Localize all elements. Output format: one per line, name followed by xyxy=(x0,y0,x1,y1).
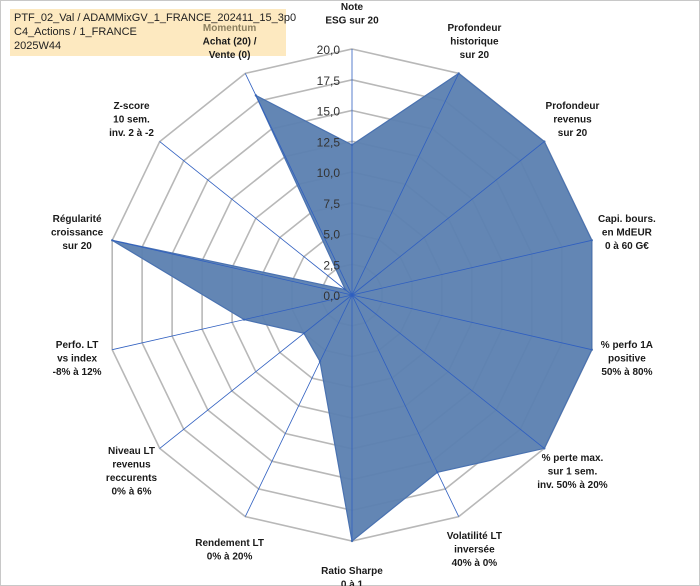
axis-label-line: Profondeur xyxy=(546,101,600,112)
tick-label: 2,5 xyxy=(323,258,340,272)
axis-label-group: % perte max. sur 1 sem. inv. 50% à 20% xyxy=(537,453,608,491)
axis-label-group: Perfo. LT vs index -8% à 12% xyxy=(53,340,102,378)
axis-label-group: Capi. bours. en MdEUR 0 à 60 G€ xyxy=(598,214,656,252)
axis-spoke xyxy=(351,294,592,351)
axis-label-line: sur 1 sem. xyxy=(548,466,598,477)
tick-label: 20,0 xyxy=(317,43,341,57)
axis-label-line: inv. 50% à 20% xyxy=(537,480,608,491)
axis-label-group: Ratio Sharpe 0 à 1 xyxy=(321,566,383,586)
axis-label-group: Z-score 10 sem. inv. 2 à -2 xyxy=(109,101,154,139)
tick-label: 17,5 xyxy=(317,74,341,88)
axis-label-group: Profondeur revenus sur 20 xyxy=(546,101,600,139)
axis-label-line: Profondeur xyxy=(447,23,501,34)
axis-label-line: 0 à 1 xyxy=(341,579,364,586)
tick-label: 12,5 xyxy=(317,135,341,149)
axis-label-line: croissance xyxy=(51,228,104,239)
axis-label-line: 50% à 80% xyxy=(601,367,652,378)
axis-label-line: % perfo 1A xyxy=(601,340,653,351)
axis-label-group: Profondeur historique sur 20 xyxy=(447,23,501,61)
axis-label-group: Volatilité LT inversée 40% à 0% xyxy=(447,531,502,569)
radial-tick-labels: 0,0 2,5 5,0 7,5 10,0 12,5 15,0 17,5 20,0 xyxy=(317,43,341,303)
week-line: 2025W44 xyxy=(14,40,62,52)
axis-label-line: inversée xyxy=(454,545,495,556)
axis-spoke xyxy=(112,294,353,351)
axis-label-group: Régularité croissance sur 20 xyxy=(51,214,104,252)
axis-spoke xyxy=(244,73,353,296)
portfolio-name-line: PTF_02_Val / ADAMMixGV_1_FRANCE_202411_1… xyxy=(14,12,297,24)
axis-label-group: Momentum Achat (20) / Vente (0) xyxy=(203,23,257,61)
axis-label-line: Achat (20) / xyxy=(203,36,257,47)
axis-spoke xyxy=(112,239,353,296)
axis-spoke xyxy=(244,294,353,517)
tick-label: 10,0 xyxy=(317,166,341,180)
axis-label-line: revenus xyxy=(553,115,592,126)
axis-label-line: vs index xyxy=(57,353,97,364)
tick-label: 5,0 xyxy=(323,228,340,242)
axis-spoke xyxy=(351,73,460,296)
axis-spoke xyxy=(159,294,353,449)
axis-label-line: Vente (0) xyxy=(209,50,251,61)
axis-label-line: sur 20 xyxy=(62,241,92,252)
axis-label-line: Momentum xyxy=(203,23,256,34)
axis-label-group: Rendement LT 0% à 20% xyxy=(195,538,264,563)
tick-label: 15,0 xyxy=(317,105,341,119)
axis-label-line: % perte max. xyxy=(542,453,604,464)
axis-label-line: Niveau LT xyxy=(108,446,155,457)
axis-label-line: historique xyxy=(450,36,499,47)
axis-label-line: en MdEUR xyxy=(602,228,653,239)
asset-class-line: C4_Actions / 1_FRANCE xyxy=(14,26,137,38)
axis-label-line: inv. 2 à -2 xyxy=(109,128,154,139)
axis-labels: Note ESG sur 20 Profondeur historique sur 20… xyxy=(51,2,656,586)
tick-label: 7,5 xyxy=(323,197,340,211)
axis-label-line: 10 sem. xyxy=(113,115,150,126)
axis-label-line: sur 20 xyxy=(460,50,490,61)
axis-label-line: positive xyxy=(608,353,646,364)
axis-label-line: revenus xyxy=(112,460,151,471)
axis-label-group: Niveau LT revenus reccurents 0% à 6% xyxy=(106,446,158,498)
axis-label-line: -8% à 12% xyxy=(53,367,102,378)
axis-spoke xyxy=(351,294,545,449)
axis-label-line: Rendement LT xyxy=(195,538,264,549)
axis-label-line: Note xyxy=(341,2,364,13)
portfolio-info-box: PTF_02_Val / ADAMMixGV_1_FRANCE_202411_1… xyxy=(10,9,296,56)
axis-label-line: 0% à 20% xyxy=(207,551,253,562)
axis-spoke xyxy=(159,141,353,296)
axis-label-line: Volatilité LT xyxy=(447,531,502,542)
axis-label-line: Perfo. LT xyxy=(56,340,99,351)
axis-spoke xyxy=(351,294,460,517)
axis-label-line: 0 à 60 G€ xyxy=(605,241,649,252)
axis-label-line: 40% à 0% xyxy=(452,558,498,569)
axis-label-group: Note ESG sur 20 xyxy=(325,2,379,26)
tick-label: 0,0 xyxy=(323,289,340,303)
axis-label-line: 0% à 6% xyxy=(111,487,151,498)
axis-spoke xyxy=(351,141,545,296)
axis-label-line: Capi. bours. xyxy=(598,214,656,225)
axis-label-group: % perfo 1A positive 50% à 80% xyxy=(601,340,653,378)
axis-label-line: ESG sur 20 xyxy=(325,15,379,26)
axis-label-line: Z-score xyxy=(113,101,150,112)
axis-label-line: Régularité xyxy=(53,214,102,225)
axis-spoke xyxy=(351,239,592,296)
radar-spokes xyxy=(112,49,592,541)
axis-label-line: reccurents xyxy=(106,473,158,484)
axis-label-line: sur 20 xyxy=(558,128,588,139)
axis-label-line: Ratio Sharpe xyxy=(321,566,383,577)
